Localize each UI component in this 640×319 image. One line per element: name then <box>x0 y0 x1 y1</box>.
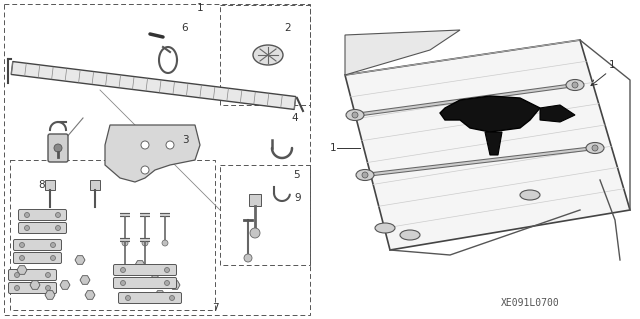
Text: XE091L0700: XE091L0700 <box>500 298 559 308</box>
Circle shape <box>45 286 51 291</box>
Circle shape <box>15 286 19 291</box>
Circle shape <box>142 240 148 246</box>
Bar <box>90 180 100 190</box>
Bar <box>220 165 310 265</box>
Bar <box>4 4 310 315</box>
FancyBboxPatch shape <box>19 222 67 234</box>
Polygon shape <box>105 125 200 182</box>
Circle shape <box>142 265 148 271</box>
Circle shape <box>56 212 61 218</box>
Polygon shape <box>85 291 95 299</box>
Polygon shape <box>12 62 296 109</box>
Circle shape <box>250 228 260 238</box>
Circle shape <box>166 141 174 149</box>
Ellipse shape <box>586 143 604 153</box>
Circle shape <box>15 272 19 278</box>
Circle shape <box>572 82 578 88</box>
FancyBboxPatch shape <box>113 278 177 288</box>
Circle shape <box>19 256 24 261</box>
Polygon shape <box>540 105 575 122</box>
Circle shape <box>56 226 61 231</box>
Bar <box>10 160 215 310</box>
Circle shape <box>164 268 170 272</box>
Circle shape <box>122 265 128 271</box>
Polygon shape <box>30 281 40 289</box>
Text: 8: 8 <box>38 180 45 190</box>
Circle shape <box>141 166 149 174</box>
FancyBboxPatch shape <box>19 210 67 220</box>
Bar <box>45 180 55 190</box>
Circle shape <box>120 268 125 272</box>
Circle shape <box>125 295 131 300</box>
FancyBboxPatch shape <box>8 270 56 280</box>
FancyBboxPatch shape <box>13 240 61 250</box>
Text: 6: 6 <box>182 23 188 33</box>
Polygon shape <box>345 30 460 75</box>
Circle shape <box>352 112 358 118</box>
Text: 5: 5 <box>292 170 300 180</box>
Polygon shape <box>135 261 145 269</box>
Circle shape <box>164 280 170 286</box>
FancyBboxPatch shape <box>48 134 68 162</box>
Ellipse shape <box>566 79 584 91</box>
Circle shape <box>51 242 56 248</box>
Bar <box>249 194 261 206</box>
Circle shape <box>362 172 368 178</box>
Text: 2: 2 <box>285 23 291 33</box>
FancyBboxPatch shape <box>113 264 177 276</box>
Text: 9: 9 <box>294 193 301 203</box>
Circle shape <box>24 212 29 218</box>
Circle shape <box>592 145 598 151</box>
Circle shape <box>24 226 29 231</box>
Polygon shape <box>80 276 90 284</box>
Polygon shape <box>440 96 540 132</box>
Text: 4: 4 <box>292 113 298 123</box>
Circle shape <box>120 280 125 286</box>
FancyBboxPatch shape <box>118 293 182 303</box>
Circle shape <box>141 141 149 149</box>
Ellipse shape <box>253 45 283 65</box>
FancyBboxPatch shape <box>13 253 61 263</box>
Polygon shape <box>485 132 502 155</box>
Text: 1: 1 <box>330 143 336 153</box>
FancyBboxPatch shape <box>8 283 56 293</box>
Polygon shape <box>75 256 85 264</box>
Polygon shape <box>60 281 70 289</box>
Circle shape <box>51 256 56 261</box>
Circle shape <box>122 240 128 246</box>
Bar <box>220 5 310 105</box>
Polygon shape <box>345 40 630 250</box>
Ellipse shape <box>375 223 395 233</box>
Circle shape <box>45 272 51 278</box>
Polygon shape <box>170 281 180 289</box>
Circle shape <box>54 144 62 152</box>
Text: 1: 1 <box>609 60 615 70</box>
Polygon shape <box>45 291 55 299</box>
Ellipse shape <box>520 190 540 200</box>
Text: 1: 1 <box>196 3 204 13</box>
Circle shape <box>19 242 24 248</box>
Circle shape <box>170 295 175 300</box>
Text: 7: 7 <box>212 303 218 313</box>
Polygon shape <box>155 291 165 299</box>
Ellipse shape <box>356 169 374 181</box>
Text: 3: 3 <box>182 135 188 145</box>
Polygon shape <box>17 266 27 274</box>
Ellipse shape <box>400 230 420 240</box>
Ellipse shape <box>346 109 364 121</box>
Circle shape <box>162 240 168 246</box>
Circle shape <box>244 254 252 262</box>
Polygon shape <box>150 276 160 284</box>
